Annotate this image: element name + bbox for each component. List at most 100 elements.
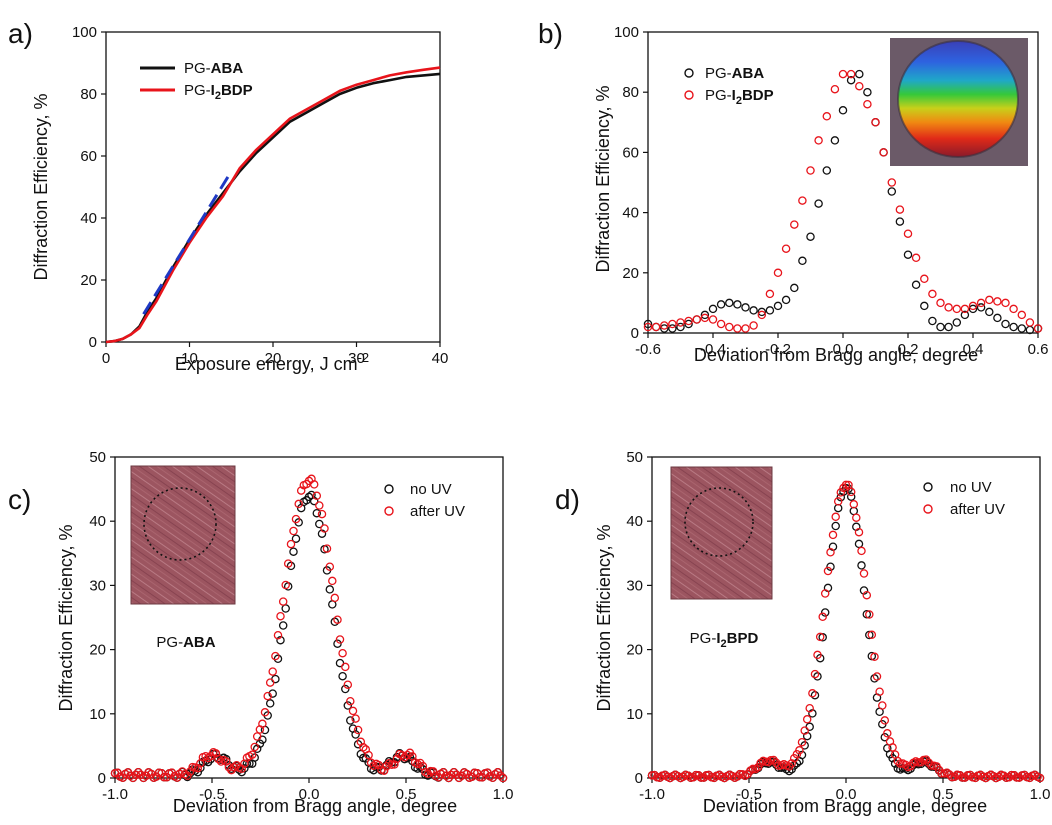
y-tick-label: 40 — [89, 513, 106, 530]
panel-c-inset-caption: PG-ABA — [156, 634, 215, 651]
data-point-series-2 — [333, 615, 342, 624]
data-point-series-2 — [820, 589, 830, 598]
data-point-series-2 — [201, 751, 210, 761]
y-tick-label: 0 — [631, 325, 639, 342]
legend-d-marker-1 — [923, 482, 933, 492]
data-point-series-2 — [227, 765, 236, 775]
data-point-series-2 — [836, 488, 846, 497]
data-point-series-1 — [289, 547, 298, 556]
data-point-series-2 — [423, 769, 433, 779]
data-point-series-2 — [183, 771, 192, 781]
data-point-series-1 — [887, 187, 897, 196]
data-point-series-1 — [265, 699, 275, 708]
legend-c-marker-1 — [384, 484, 394, 494]
x-tick-label: 10 — [181, 350, 198, 367]
panel-c: c) Diffraction Efficiency, % Deviation f… — [8, 449, 513, 816]
data-point-series-1 — [273, 654, 283, 664]
data-point-series-2 — [247, 750, 257, 759]
data-point-series-1 — [268, 689, 277, 698]
data-point-series-2 — [797, 737, 807, 747]
data-point-series-2 — [134, 767, 143, 777]
data-point-series-2 — [364, 750, 373, 760]
data-point-series-2 — [700, 313, 710, 323]
data-point-series-2 — [271, 651, 280, 661]
data-point-series-1 — [820, 608, 830, 617]
data-point-series-2 — [258, 719, 267, 729]
data-point-series-1 — [863, 87, 872, 97]
data-point-series-1 — [725, 298, 734, 308]
data-point-series-1 — [855, 69, 864, 79]
data-point-series-1 — [346, 716, 355, 725]
data-point-series-2 — [341, 662, 350, 672]
data-point-series-2 — [441, 771, 451, 780]
data-point-series-2 — [320, 524, 329, 533]
panel-a-xlabel-text: Exposure energy, J cm — [175, 354, 358, 374]
legend-d-label-1: no UV — [950, 479, 992, 496]
x-tick-label: -0.6 — [635, 341, 661, 358]
data-point-series-2 — [928, 289, 937, 299]
data-point-series-2 — [814, 136, 823, 145]
data-point-series-2 — [733, 324, 742, 333]
legend-d-label-2: after UV — [950, 501, 1005, 518]
data-point-series-2 — [855, 81, 864, 91]
data-point-series-1 — [741, 303, 750, 312]
panel-b: b) Diffraction Efficiency, % Deviation f… — [538, 18, 1048, 365]
data-point-series-2 — [403, 750, 412, 760]
x-tick-label: 0.5 — [933, 786, 954, 803]
data-point-series-2 — [823, 566, 833, 576]
data-point-series-2 — [374, 760, 384, 770]
data-point-series-2 — [283, 559, 293, 568]
data-point-series-2 — [289, 526, 298, 536]
data-point-series-1 — [846, 492, 856, 501]
data-point-series-1 — [790, 283, 799, 293]
data-point-series-2 — [867, 630, 877, 640]
data-point-series-1 — [805, 722, 814, 732]
data-point-series-2 — [831, 512, 840, 522]
panel-a-label: a) — [8, 18, 33, 49]
y-tick-label: 50 — [626, 449, 643, 466]
data-point-series-1 — [960, 310, 970, 320]
legend-b-marker-2 — [684, 90, 694, 100]
y-tick-label: 50 — [89, 449, 106, 466]
data-point-series-2 — [888, 743, 897, 752]
x-tick-label: 20 — [265, 350, 282, 367]
data-point-series-1 — [854, 539, 864, 549]
data-point-series-2 — [126, 771, 135, 781]
legend-a-label-1: PG-ABA — [184, 60, 243, 77]
panel-d-label: d) — [555, 484, 580, 515]
data-point-series-1 — [976, 303, 986, 312]
data-point-series-1 — [757, 307, 767, 317]
data-point-series-2 — [826, 548, 835, 557]
data-point-series-2 — [878, 701, 887, 710]
panel-b-inset-photo — [890, 38, 1028, 166]
data-point-series-1 — [911, 280, 921, 290]
legend-c-label-1: no UV — [410, 481, 452, 498]
data-point-series-2 — [846, 69, 856, 79]
data-point-series-2 — [883, 729, 892, 738]
data-point-series-2 — [335, 635, 345, 644]
data-point-series-2 — [193, 763, 203, 773]
data-point-series-2 — [359, 743, 368, 752]
y-tick-label: 60 — [622, 144, 639, 161]
data-point-series-2 — [1025, 318, 1035, 327]
x-tick-label: -0.5 — [199, 786, 225, 803]
data-point-series-1 — [806, 232, 815, 241]
y-tick-label: 100 — [72, 24, 97, 41]
data-point-series-2 — [859, 569, 869, 578]
data-point-series-2 — [818, 612, 827, 622]
data-point-series-1 — [903, 250, 913, 259]
data-point-series-2 — [766, 756, 776, 765]
data-point-series-2 — [849, 500, 859, 509]
data-point-series-2 — [131, 770, 141, 780]
data-point-series-2 — [294, 499, 303, 509]
x-tick-label: 0.2 — [898, 341, 919, 358]
data-point-series-2 — [696, 773, 706, 782]
data-point-series-2 — [496, 771, 505, 780]
data-point-series-1 — [859, 586, 869, 595]
y-tick-label: 20 — [80, 272, 97, 289]
x-tick-label: 0.6 — [1028, 341, 1049, 358]
data-point-series-1 — [928, 316, 937, 326]
data-point-series-2 — [315, 501, 324, 510]
data-point-series-2 — [449, 767, 459, 777]
y-tick-label: 40 — [622, 205, 639, 222]
